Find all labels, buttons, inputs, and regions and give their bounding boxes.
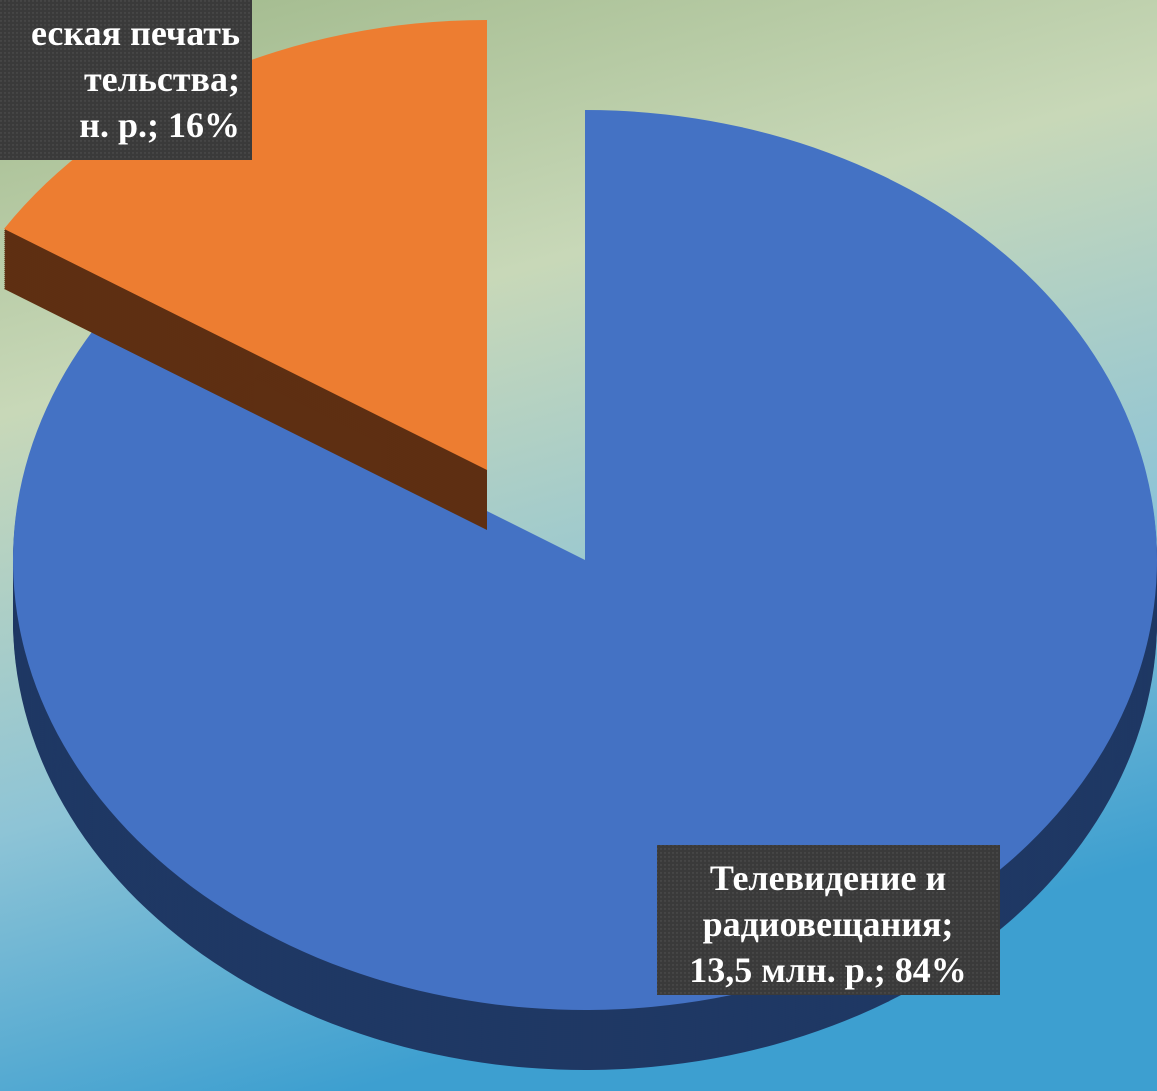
label-box <box>657 845 1000 995</box>
labels: Телевидение и радиовещания; 13,5 млн. р.; … <box>0 0 1000 995</box>
slice <box>12 110 1157 1010</box>
data-label: н. р.; 16% <box>79 105 240 145</box>
data-label: тельства; <box>84 59 240 99</box>
data-label: Телевидение и <box>710 858 946 898</box>
data-label: 13,5 млн. р.; 84% <box>689 950 966 990</box>
label-box <box>0 0 252 160</box>
data-label: радиовещания; <box>703 904 954 944</box>
data-label: еская печать <box>31 13 240 53</box>
